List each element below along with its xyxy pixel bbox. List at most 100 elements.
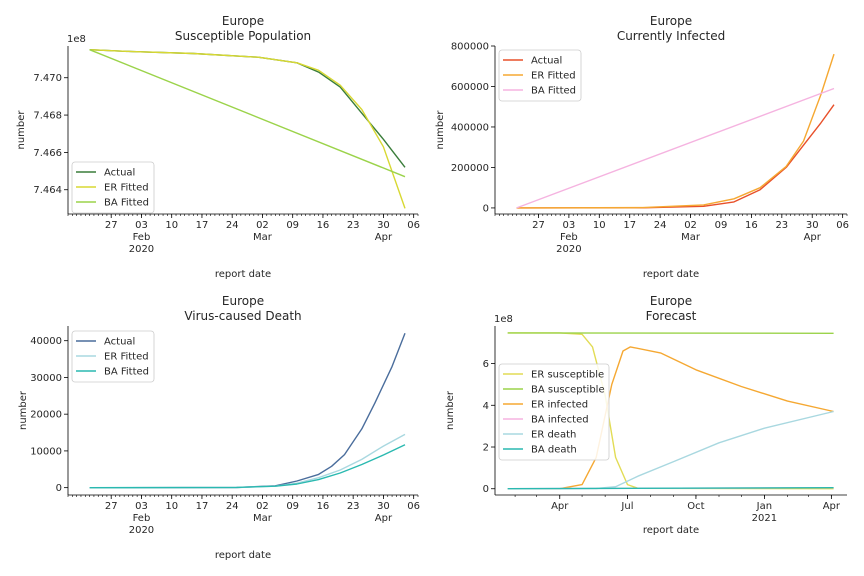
x-tick-label: Apr [823, 501, 841, 512]
x-tick-label: 23 [347, 501, 360, 512]
x-tick-label-line: Feb [560, 232, 578, 243]
series-line-ba-fitted [516, 87, 835, 209]
x-tick-label-line: Jan [756, 501, 772, 512]
y-axis-label: number [435, 110, 446, 150]
legend-label: BA Fitted [104, 367, 149, 378]
x-tick-label-line: 16 [745, 220, 758, 231]
x-tick-label-line: Apr [375, 232, 393, 243]
x-tick-label-line: 09 [286, 501, 299, 512]
x-tick-label-line: 03 [135, 220, 148, 231]
x-tick-label-line: 02 [684, 220, 697, 231]
legend-box [71, 330, 155, 383]
x-tick-label-line: 17 [623, 220, 636, 231]
y-offset-label: 1e8 [494, 314, 513, 325]
x-tick-label-line: 30 [377, 220, 390, 231]
series-line-ba-fitted [89, 444, 406, 489]
x-tick-label: 02 Mar [253, 501, 273, 524]
legend-label: Actual [531, 56, 562, 67]
x-tick-label-line: 16 [317, 220, 330, 231]
y-axis-label: number [18, 390, 29, 430]
y-tick-label: 10000 [30, 446, 62, 457]
x-tick-label-line: Feb [133, 513, 151, 524]
x-tick-label-line: Oct [687, 501, 704, 512]
x-tick-label-line: 30 [377, 501, 390, 512]
x-tick-label: 27 [532, 220, 545, 231]
x-tick-label: 09 [286, 220, 299, 231]
x-tick-label: 27 [105, 501, 118, 512]
series-line-er-fitted [89, 49, 406, 209]
x-tick-label: 02 Mar [681, 220, 701, 243]
x-tick-label-line: Mar [253, 513, 273, 524]
y-tick-label: 4 [483, 401, 489, 412]
x-tick-label-line: 2020 [129, 525, 154, 536]
y-tick-label: 7.468 [33, 111, 62, 122]
chart-panel-1: Europe Susceptible Population 27 03 Feb 2020 1… [16, 14, 420, 280]
x-tick-label: Jul [620, 501, 633, 512]
x-tick-label-line: 24 [654, 220, 667, 231]
chart-title-line: Europe [222, 14, 264, 28]
x-tick-label-line: Feb [133, 232, 151, 243]
y-tick-label: 0 [56, 483, 62, 494]
x-tick-label: 24 [226, 220, 239, 231]
legend-box [71, 161, 155, 214]
series-line-actual [516, 104, 835, 209]
chart-title-line: Europe [222, 294, 264, 308]
legend-label: BA Fitted [531, 86, 576, 97]
y-axis-label: number [445, 390, 456, 430]
x-tick-label-line: 10 [593, 220, 606, 231]
x-tick-label-line: 03 [563, 220, 576, 231]
x-tick-label-line: 09 [286, 220, 299, 231]
x-tick-label-line: 23 [775, 220, 788, 231]
x-tick-label-line: Mar [253, 232, 273, 243]
legend-box [498, 363, 610, 461]
x-tick-label-line: 06 [407, 501, 420, 512]
x-tick-label-line: Apr [823, 501, 841, 512]
x-tick-label: 09 [286, 501, 299, 512]
x-tick-label: 03 Feb 2020 [129, 220, 154, 255]
chart-title: Europe Susceptible Population [175, 14, 311, 43]
x-tick-label-line: 27 [532, 220, 545, 231]
chart-title-line: Forecast [646, 309, 697, 323]
x-tick-label: 10 [165, 501, 178, 512]
x-tick-label-line: 10 [165, 220, 178, 231]
series-line-ba-fitted [89, 49, 406, 178]
legend-label: ER Fitted [104, 183, 149, 194]
chart-title: Europe Forecast [646, 294, 697, 323]
x-tick-label-line: Apr [375, 513, 393, 524]
x-tick-label-line: Jul [620, 501, 633, 512]
legend-label: BA death [531, 445, 577, 456]
legend-label: BA infected [531, 415, 589, 426]
y-tick-label: 7.470 [33, 73, 62, 84]
y-tick-label: 400000 [451, 122, 489, 133]
x-tick-label-line: Mar [681, 232, 701, 243]
x-tick-label-line: Apr [804, 232, 822, 243]
x-tick-label-line: 23 [347, 220, 360, 231]
x-tick-label: Apr [551, 501, 569, 512]
legend-box [498, 49, 582, 102]
y-tick-label: 7.466 [33, 148, 62, 159]
chart-title: Europe Virus-caused Death [184, 294, 301, 323]
y-tick-label: 200000 [451, 163, 489, 174]
x-tick-label-line: 10 [165, 501, 178, 512]
legend-label: ER Fitted [104, 352, 149, 363]
legend-label: ER death [531, 430, 576, 441]
x-tick-label: 23 [775, 220, 788, 231]
y-tick-label: 2 [483, 443, 489, 454]
x-tick-label: 24 [226, 501, 239, 512]
y-tick-label: 40000 [30, 336, 62, 347]
series-line-ba-death [507, 487, 834, 490]
x-tick-label: 06 [836, 220, 849, 231]
x-tick-label-line: 06 [407, 220, 420, 231]
x-tick-label: 02 Mar [253, 220, 273, 243]
x-tick-label: 03 Feb 2020 [129, 501, 154, 536]
x-tick-label: 17 [196, 220, 209, 231]
x-tick-label: 30 Apr [375, 220, 393, 243]
x-axis-label: report date [643, 525, 699, 536]
x-tick-label-line: 2020 [556, 244, 581, 255]
y-tick-label: 600000 [451, 82, 489, 93]
chart-title-line: Europe [650, 14, 692, 28]
x-axis-label: report date [215, 269, 271, 280]
x-tick-label-line: 24 [226, 220, 239, 231]
x-tick-label: 10 [165, 220, 178, 231]
x-tick-label-line: 03 [135, 501, 148, 512]
